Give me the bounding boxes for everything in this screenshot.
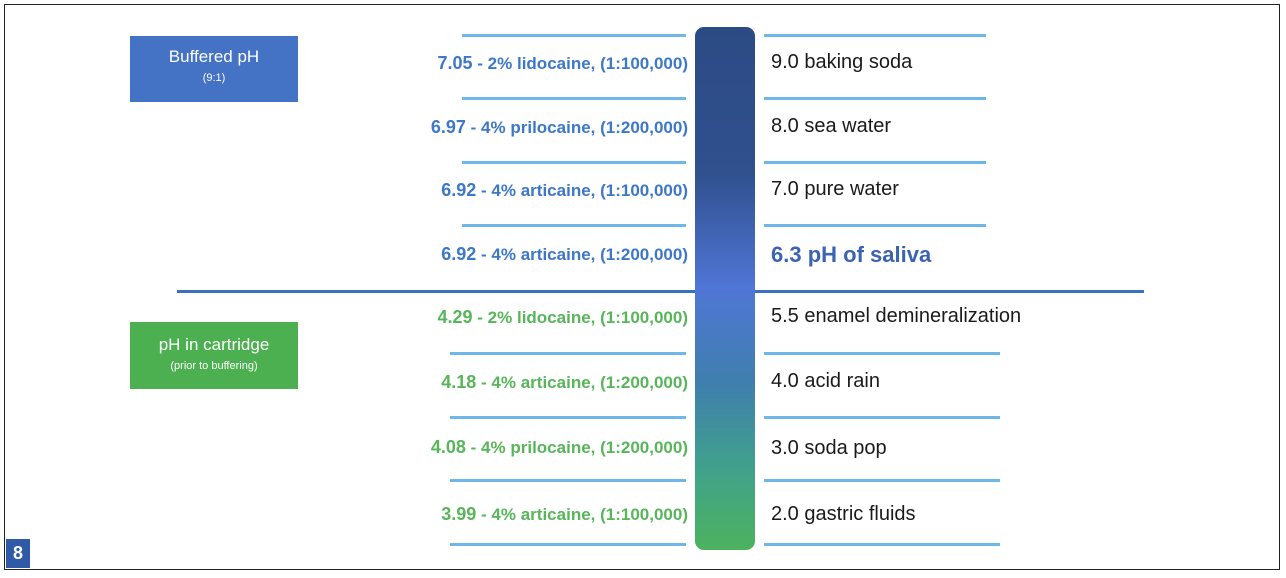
rule-line (450, 543, 686, 546)
buffered-item: 6.92 - 4% articaine, (1:100,000) (441, 180, 688, 200)
reference-item: 3.0 soda pop (771, 437, 887, 459)
reference-item: 5.5 enamel demineralization (771, 305, 1022, 327)
saliva-reference-item: 6.3 pH of saliva (771, 242, 932, 267)
cartridge-ph-label: pH in cartridge (prior to buffering) (130, 322, 298, 389)
rule-line (764, 97, 986, 100)
rule-line (450, 479, 686, 482)
buffered-item: 7.05 - 2% lidocaine, (1:100,000) (437, 53, 688, 73)
buffered-ph-subtitle: (9:1) (202, 72, 226, 84)
cartridge-item: 4.08 - 4% prilocaine, (1:200,000) (430, 437, 688, 457)
reference-item: 2.0 gastric fluids (771, 503, 916, 525)
rule-line (462, 161, 686, 164)
rule-line (462, 97, 686, 100)
cartridge-ph-title: pH in cartridge (158, 335, 270, 354)
reference-item: 9.0 baking soda (771, 51, 913, 73)
buffered-item: 6.97 - 4% prilocaine, (1:200,000) (430, 117, 688, 137)
rule-line (764, 352, 1000, 355)
rule-line (462, 224, 686, 227)
ph-gradient-bar (695, 27, 755, 550)
rule-line (764, 161, 986, 164)
rule-line (764, 224, 986, 227)
cartridge-ph-subtitle: (prior to buffering) (170, 360, 258, 372)
rule-line (764, 416, 1000, 419)
reference-item: 7.0 pure water (771, 178, 899, 200)
cartridge-item: 4.29 - 2% lidocaine, (1:100,000) (437, 307, 688, 327)
rule-line (462, 34, 686, 37)
rule-line (450, 416, 686, 419)
rule-line (764, 34, 986, 37)
buffering-divider (177, 290, 1144, 293)
cartridge-item: 3.99 - 4% articaine, (1:100,000) (441, 504, 688, 524)
reference-item: 8.0 sea water (771, 115, 892, 137)
figure-frame (4, 4, 1280, 570)
rule-line (764, 479, 1000, 482)
reference-item: 4.0 acid rain (771, 370, 880, 392)
cartridge-item: 4.18 - 4% articaine, (1:200,000) (441, 372, 688, 392)
buffered-ph-title: Buffered pH (168, 47, 260, 66)
rule-line (764, 543, 1000, 546)
rule-line (450, 352, 686, 355)
figure-number-badge: 8 (6, 539, 30, 568)
buffered-item: 6.92 - 4% articaine, (1:200,000) (441, 244, 688, 264)
buffered-ph-label: Buffered pH (9:1) (130, 36, 298, 102)
